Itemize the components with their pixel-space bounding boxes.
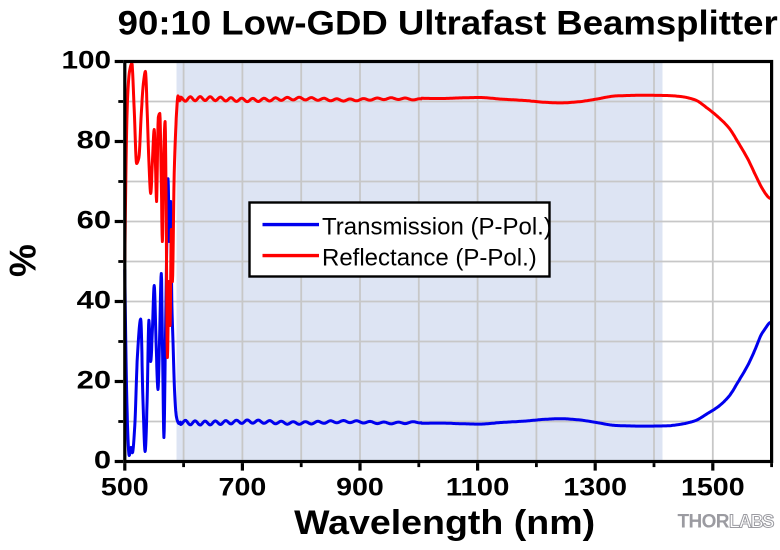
svg-text:20: 20: [77, 367, 111, 395]
svg-text:90:10 Low-GDD Ultrafast Beamsp: 90:10 Low-GDD Ultrafast Beamsplitter: [118, 4, 778, 42]
svg-text:1300: 1300: [563, 474, 627, 502]
svg-text:1100: 1100: [446, 474, 510, 502]
svg-text:100: 100: [62, 47, 112, 75]
svg-text:60: 60: [77, 207, 111, 235]
svg-text:%: %: [3, 244, 44, 277]
svg-text:0: 0: [94, 447, 111, 475]
svg-text:500: 500: [101, 474, 149, 502]
svg-text:Transmission (P-Pol.): Transmission (P-Pol.): [322, 213, 552, 240]
svg-text:80: 80: [77, 127, 111, 155]
svg-text:900: 900: [336, 474, 384, 502]
svg-text:1500: 1500: [681, 474, 745, 502]
svg-text:Wavelength (nm): Wavelength (nm): [294, 504, 595, 542]
svg-text:700: 700: [219, 474, 267, 502]
svg-text:Reflectance (P-Pol.): Reflectance (P-Pol.): [322, 244, 537, 271]
svg-text:LABS: LABS: [729, 512, 774, 532]
svg-text:40: 40: [77, 287, 111, 315]
svg-text:THOR: THOR: [678, 512, 730, 533]
